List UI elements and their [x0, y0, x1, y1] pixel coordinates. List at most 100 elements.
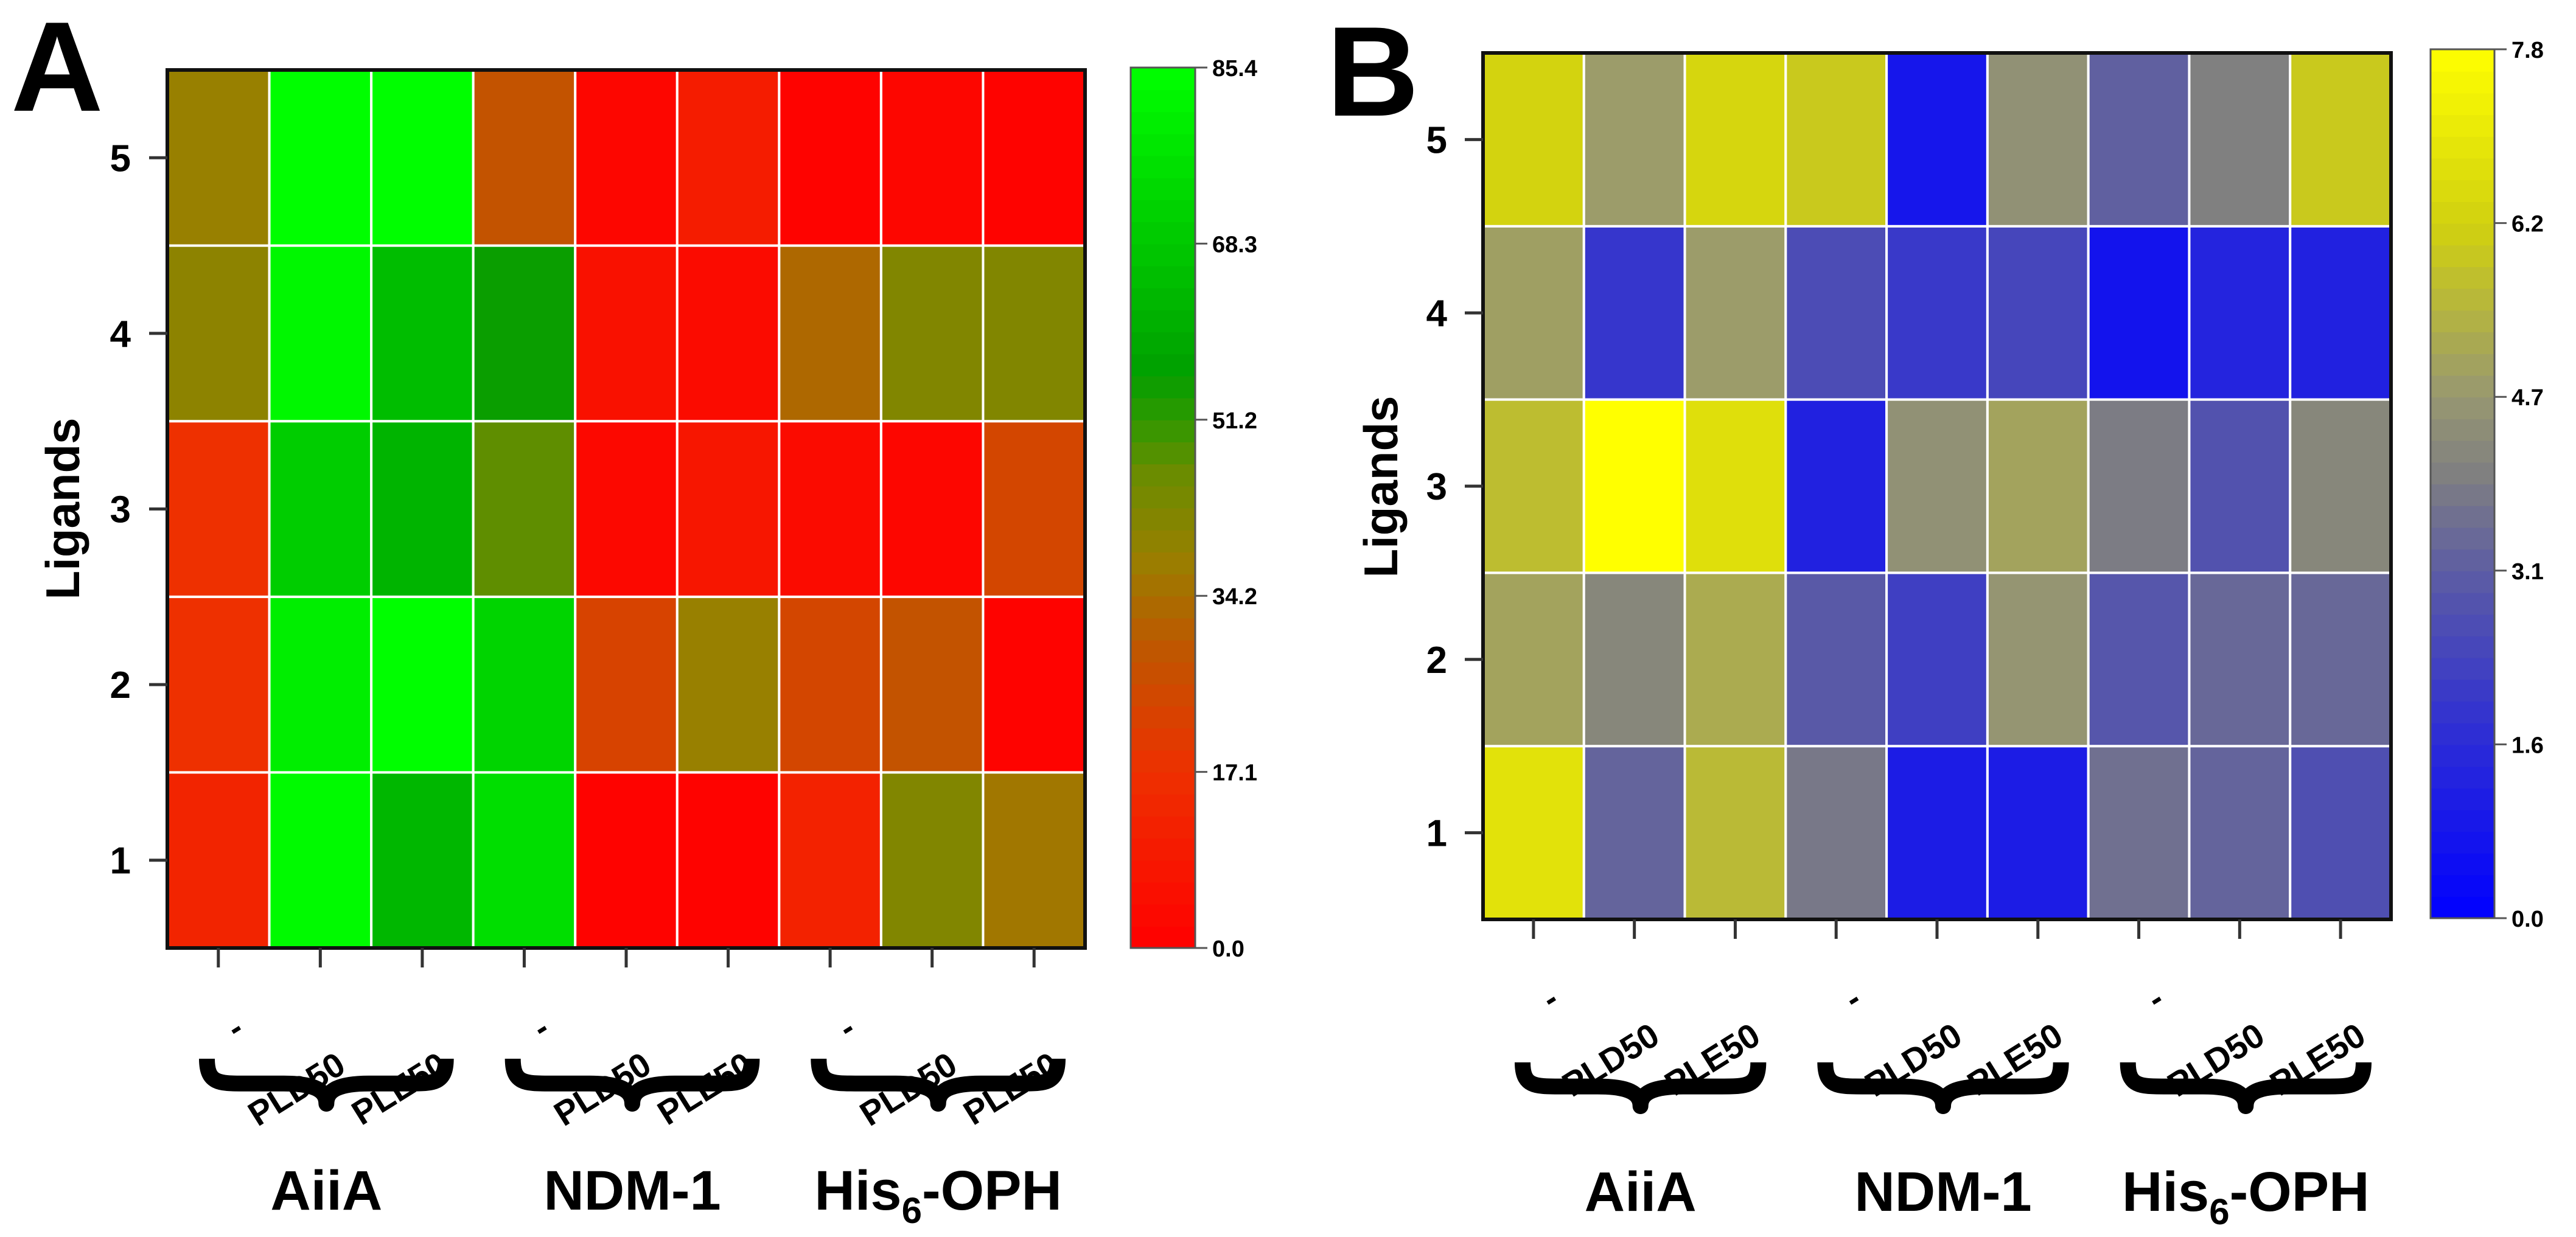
colorbar-band — [2431, 484, 2494, 506]
heatmap-cell — [166, 69, 271, 247]
heatmap-cell — [982, 244, 1087, 423]
heatmap-cell — [1582, 398, 1686, 574]
y-tick-label: 3 — [110, 489, 131, 531]
colorbar-band — [1131, 639, 1195, 663]
heatmap-panel-a: A12345Ligands-PLD50PLE50-PLD50PLE50-PLD5… — [11, 0, 1257, 1231]
x-tick-label: - — [526, 1008, 556, 1047]
heatmap-cell — [1683, 398, 1787, 574]
colorbar-band — [2431, 288, 2494, 311]
panel-label: B — [1327, 0, 1419, 143]
heatmap-panel-b: B12345Ligands-PLD50PLE50-PLD50PLE50-PLD5… — [1327, 0, 2544, 1232]
colorbar-tick-label: 0.0 — [2511, 907, 2544, 932]
heatmap-cell — [1784, 225, 1888, 401]
colorbar-frame — [2429, 48, 2496, 919]
heatmap-cell — [2087, 52, 2191, 228]
colorbar-tick-label: 1.6 — [2511, 733, 2544, 758]
heatmap-cell — [1482, 571, 1585, 748]
colorbar-band — [1131, 419, 1195, 442]
colorbar-band — [1131, 332, 1195, 355]
heatmap-cell — [2188, 745, 2292, 921]
x-tick-label: - — [2140, 979, 2170, 1017]
colorbar-band — [2431, 744, 2494, 767]
heatmap-cell — [370, 595, 475, 774]
heatmap-cell — [2188, 571, 2292, 748]
colorbar-tick-label: 3.1 — [2511, 559, 2544, 585]
colorbar-band — [2431, 49, 2494, 72]
x-tick-label: - — [1535, 979, 1565, 1017]
colorbar-band — [1131, 243, 1195, 267]
colorbar-band — [2431, 766, 2494, 789]
y-tick-label: 5 — [110, 138, 131, 179]
heatmap-cell — [472, 771, 577, 950]
colorbar-band — [2431, 635, 2494, 658]
colorbar-band — [2431, 136, 2494, 159]
y-tick-label: 2 — [110, 664, 131, 706]
heatmap-cell — [778, 595, 882, 774]
colorbar-band — [2431, 332, 2494, 354]
heatmap-cell — [2289, 745, 2392, 921]
heatmap-cell — [982, 595, 1087, 774]
heatmap-cell — [1582, 225, 1686, 401]
heatmap-cell — [268, 771, 373, 950]
colorbar-band — [1131, 750, 1195, 773]
heatmap-cell — [879, 595, 985, 774]
heatmap-cell — [778, 771, 882, 950]
heatmap-cell — [1986, 745, 2090, 921]
colorbar-frame — [1129, 66, 1196, 949]
heatmap-cell — [2289, 225, 2392, 401]
heatmap-cell — [1986, 52, 2090, 228]
y-axis-label: Ligands — [36, 417, 89, 599]
group-label-text: His — [814, 1160, 901, 1222]
colorbar-band — [2431, 527, 2494, 550]
y-tick-label: 2 — [1426, 639, 1447, 681]
heatmap-cell — [2289, 571, 2392, 748]
heatmap-cell — [574, 420, 679, 598]
colorbar-band — [1131, 464, 1195, 487]
colorbar-band — [2431, 852, 2494, 876]
colorbar-band — [1131, 815, 1195, 839]
heatmap-cell — [268, 420, 373, 598]
heatmap-cell — [1885, 571, 1989, 748]
heatmap-cell — [370, 420, 475, 598]
colorbar-band — [2431, 462, 2494, 484]
colorbar-band — [2431, 787, 2494, 810]
heatmap-cell — [166, 244, 271, 423]
heatmap-cell — [370, 771, 475, 950]
y-tick-label: 1 — [1426, 813, 1447, 855]
heatmap-cell — [1582, 571, 1686, 748]
colorbar-band — [1131, 882, 1195, 905]
heatmap-cell — [1683, 571, 1787, 748]
colorbar-band — [2431, 179, 2494, 202]
colorbar-band — [2431, 896, 2494, 919]
heatmap-cell — [1482, 398, 1585, 574]
colorbar-band — [1131, 287, 1195, 310]
group-label-text: His — [2122, 1161, 2209, 1223]
x-tick-label: - — [831, 1008, 861, 1047]
colorbar-tick-label: 68.3 — [1212, 232, 1257, 257]
colorbar-band — [1131, 925, 1195, 949]
colorbar-band — [2431, 245, 2494, 267]
heatmap-cell — [370, 69, 475, 247]
heatmap-cell — [879, 69, 985, 247]
heatmap-cell — [370, 244, 475, 423]
y-tick-label: 1 — [110, 840, 131, 882]
colorbar-band — [1131, 772, 1195, 795]
heatmap-cell — [1784, 398, 1888, 574]
y-tick-label: 4 — [110, 313, 131, 355]
colorbar-tick-label: 6.2 — [2511, 212, 2544, 237]
heatmap-cell — [1582, 52, 1686, 228]
group-brace — [1515, 1062, 1767, 1114]
heatmap-cell — [778, 69, 882, 247]
colorbar-band — [1131, 661, 1195, 685]
colorbar-band — [2431, 92, 2494, 116]
colorbar-band — [1131, 68, 1195, 91]
heatmap-cell — [2087, 225, 2191, 401]
heatmap-cell — [1784, 52, 1888, 228]
colorbar-band — [2431, 114, 2494, 137]
colorbar-band — [2431, 440, 2494, 463]
colorbar-band — [1131, 683, 1195, 707]
colorbar-band — [2431, 158, 2494, 181]
colorbar-band — [1131, 375, 1195, 399]
colorbar-band — [1131, 860, 1195, 883]
